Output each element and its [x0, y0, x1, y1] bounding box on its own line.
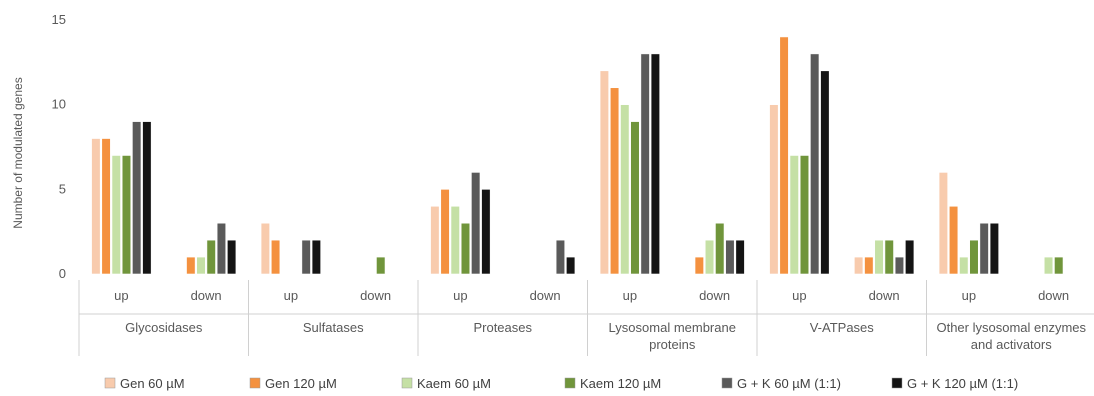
bar — [471, 172, 481, 275]
bar — [799, 155, 810, 275]
bar — [196, 256, 206, 275]
bar — [101, 138, 111, 275]
legend-swatch — [401, 377, 413, 389]
bar — [270, 239, 281, 275]
bar — [227, 239, 237, 275]
bar — [111, 155, 121, 275]
bar — [450, 205, 460, 275]
bar — [715, 222, 725, 275]
group-label: V-ATPases — [810, 320, 875, 335]
bar — [142, 121, 152, 275]
legend-label: G + K 60 µM (1:1) — [737, 376, 841, 391]
legend-swatch — [249, 377, 261, 389]
legend-label: Gen 60 µM — [120, 376, 185, 391]
bar — [820, 70, 830, 275]
group-label: Sulfatases — [303, 320, 364, 335]
bar — [609, 87, 620, 275]
bar — [894, 256, 905, 275]
bar — [769, 104, 779, 275]
group-label: proteins — [649, 337, 696, 352]
bar — [1054, 256, 1064, 275]
bar — [91, 138, 101, 275]
y-axis-title: Number of modulated genes — [11, 77, 25, 228]
bar — [650, 53, 660, 275]
group-label: Proteases — [473, 320, 532, 335]
bar — [905, 239, 915, 275]
y-tick-label: 5 — [59, 181, 66, 196]
x-tick-label: down — [699, 288, 730, 303]
bar — [989, 222, 999, 275]
bar — [555, 239, 566, 275]
x-tick-label: down — [360, 288, 391, 303]
legend-label: G + K 120 µM (1:1) — [907, 376, 1018, 391]
legend-label: Gen 120 µM — [265, 376, 337, 391]
bar — [979, 222, 989, 275]
bar — [121, 155, 132, 275]
x-tick-label: down — [530, 288, 561, 303]
bar — [260, 222, 270, 275]
bar — [311, 239, 321, 275]
bar — [810, 53, 820, 275]
bar — [789, 155, 799, 275]
x-tick-label: down — [191, 288, 222, 303]
legend-label: Kaem 120 µM — [580, 376, 661, 391]
bar — [301, 239, 311, 275]
legend-swatch — [721, 377, 733, 389]
bar — [725, 239, 735, 275]
x-tick-label: up — [962, 288, 976, 303]
bar — [460, 222, 471, 275]
y-tick-label: 10 — [52, 97, 66, 112]
bar — [969, 239, 979, 275]
x-tick-label: up — [792, 288, 806, 303]
bar — [874, 239, 884, 275]
bar — [599, 70, 609, 275]
x-tick-label: down — [1038, 288, 1069, 303]
y-tick-label: 15 — [52, 12, 66, 27]
bar — [735, 239, 745, 275]
bar — [948, 205, 959, 275]
legend-label: Kaem 60 µM — [417, 376, 491, 391]
bar — [620, 104, 630, 275]
group-label: Lysosomal membrane — [609, 320, 736, 335]
bar — [566, 256, 576, 275]
bar — [704, 239, 715, 275]
group-label: Glycosidases — [125, 320, 203, 335]
bar — [959, 256, 969, 275]
bar — [1043, 256, 1054, 275]
group-label: and activators — [971, 337, 1052, 352]
bar — [864, 256, 874, 275]
x-tick-label: up — [453, 288, 467, 303]
bar — [216, 222, 227, 275]
bar — [206, 239, 216, 275]
bar — [779, 36, 789, 275]
x-tick-label: up — [284, 288, 298, 303]
bar — [884, 239, 894, 275]
bar — [132, 121, 142, 275]
bar — [481, 189, 491, 275]
bar — [430, 205, 440, 275]
bar — [640, 53, 650, 275]
x-tick-label: up — [114, 288, 128, 303]
bar — [186, 256, 196, 275]
legend-swatch — [104, 377, 116, 389]
bar — [938, 172, 948, 275]
legend-swatch — [564, 377, 576, 389]
y-tick-label: 0 — [59, 266, 66, 281]
bar — [630, 121, 640, 275]
group-label: Other lysosomal enzymes — [936, 320, 1086, 335]
bar — [440, 189, 450, 275]
x-tick-label: down — [869, 288, 900, 303]
bar — [694, 256, 704, 275]
bar — [854, 256, 864, 275]
bar — [376, 256, 386, 275]
legend-swatch — [891, 377, 903, 389]
x-tick-label: up — [623, 288, 637, 303]
